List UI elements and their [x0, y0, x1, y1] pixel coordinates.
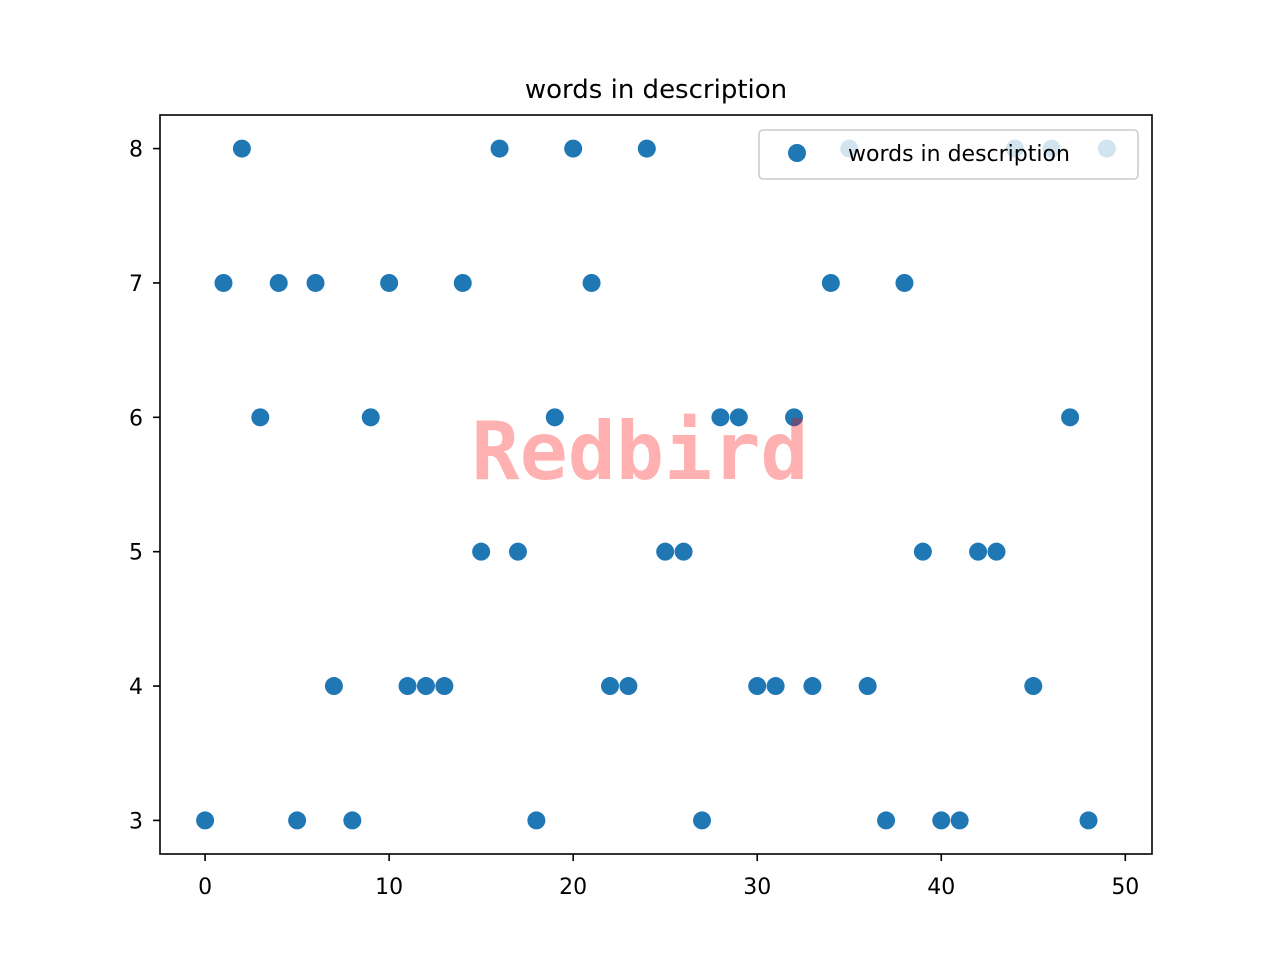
data-point — [472, 542, 491, 561]
y-tick-label: 5 — [129, 541, 143, 566]
data-point — [214, 273, 233, 292]
data-point — [416, 677, 435, 696]
watermark-text: Redbird — [471, 405, 808, 498]
data-point — [527, 811, 546, 830]
plot-frame — [159, 114, 1153, 855]
legend-label: words in description — [848, 142, 1070, 167]
data-point — [619, 677, 638, 696]
y-tick-label: 4 — [129, 675, 143, 700]
legend-box — [758, 129, 1139, 180]
data-point — [1061, 408, 1080, 427]
data-point — [324, 677, 343, 696]
x-tick-label: 0 — [198, 875, 212, 900]
data-point — [288, 811, 307, 830]
data-point — [656, 542, 675, 561]
data-point — [600, 677, 619, 696]
data-point — [674, 542, 693, 561]
axis-ticks: 0 10 20 30 40 50 3 4 5 6 7 8 — [129, 138, 1139, 900]
data-point — [748, 677, 767, 696]
legend: words in description — [758, 129, 1139, 180]
data-point — [380, 273, 399, 292]
data-point — [932, 811, 951, 830]
x-tick-label: 50 — [1111, 875, 1139, 900]
data-point — [969, 542, 988, 561]
y-tick-label: 3 — [129, 809, 143, 834]
y-tick-label: 8 — [129, 138, 143, 163]
y-tick-label: 7 — [129, 272, 143, 297]
data-point — [895, 273, 914, 292]
data-point — [1079, 811, 1098, 830]
data-point — [877, 811, 896, 830]
data-point — [545, 408, 564, 427]
data-point — [269, 273, 288, 292]
data-point — [693, 811, 712, 830]
data-point — [582, 273, 601, 292]
data-point — [398, 677, 417, 696]
data-point — [711, 408, 730, 427]
data-point — [490, 139, 509, 158]
data-point — [858, 677, 877, 696]
data-point — [803, 677, 822, 696]
data-point — [913, 542, 932, 561]
x-tick-label: 20 — [559, 875, 587, 900]
chart-title: words in description — [525, 75, 787, 105]
data-point — [564, 139, 583, 158]
x-tick-label: 10 — [375, 875, 403, 900]
x-tick-label: 40 — [927, 875, 955, 900]
data-point — [306, 273, 325, 292]
data-point — [987, 542, 1006, 561]
data-point — [766, 677, 785, 696]
data-point — [251, 408, 270, 427]
data-point — [453, 273, 472, 292]
data-point — [637, 139, 656, 158]
data-point — [729, 408, 748, 427]
data-point — [508, 542, 527, 561]
data-point — [196, 811, 215, 830]
data-point — [232, 139, 251, 158]
x-tick-label: 30 — [743, 875, 771, 900]
data-point — [821, 273, 840, 292]
data-point — [361, 408, 380, 427]
data-point — [435, 677, 454, 696]
data-point — [785, 408, 804, 427]
legend-marker — [788, 144, 806, 162]
data-point — [950, 811, 969, 830]
data-point — [343, 811, 362, 830]
y-tick-label: 6 — [129, 406, 143, 431]
data-point — [1024, 677, 1043, 696]
